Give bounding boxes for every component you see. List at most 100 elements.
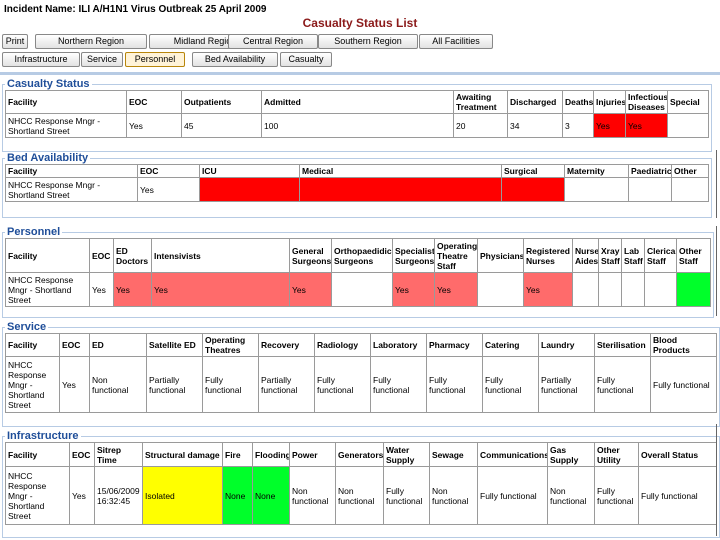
column-header: Outpatients (181, 90, 262, 114)
status-cell-red (199, 177, 300, 202)
table-cell: Non functional (429, 466, 478, 525)
column-header: Discharged (507, 90, 563, 114)
column-header: Physicians (477, 238, 524, 273)
table-cell: Fully functional (650, 356, 717, 413)
facility-cell: NHCC Response Mngr - Shortland Street (5, 113, 127, 138)
print-button[interactable]: Print (2, 34, 28, 49)
column-header: Communications (477, 442, 548, 467)
column-header: Recovery (258, 333, 315, 357)
column-header: Facility (5, 333, 60, 357)
column-header: Orthopaedidic Surgeons (331, 238, 393, 273)
table-cell (572, 272, 599, 307)
column-header: Fire (222, 442, 253, 467)
table-row[interactable]: NHCC Response Mngr - Shortland Street Ye… (5, 177, 709, 202)
table-cell (671, 177, 709, 202)
table-cell (628, 177, 672, 202)
column-header: Pharmacy (426, 333, 483, 357)
status-cell-red (501, 177, 565, 202)
table-cell: Yes (69, 466, 95, 525)
personnel-section: Personnel Facility EOC ED Doctors Intens… (2, 226, 714, 318)
table-cell: Fully functional (477, 466, 548, 525)
status-cell-pink: Yes (151, 272, 290, 307)
table-cell: Non functional (335, 466, 384, 525)
status-cell-pink: Yes (523, 272, 573, 307)
facility-cell: NHCC Response Mngr - Shortland Street (5, 356, 60, 413)
column-header: ED Doctors (113, 238, 152, 273)
casualty-button[interactable]: Casualty (280, 52, 332, 67)
bed-availability-section: Bed Availability Facility EOC ICU Medica… (2, 152, 712, 218)
column-header: Generators (335, 442, 384, 467)
table-header-row: Facility EOC Sitrep Time Structural dama… (5, 442, 717, 467)
table-cell: Fully functional (594, 356, 651, 413)
section-heading-casualty: Casualty Status (7, 78, 90, 90)
table-cell (667, 113, 709, 138)
table-header-row: Facility EOC ED Doctors Intensivists Gen… (5, 238, 711, 273)
table-cell (598, 272, 622, 307)
facility-cell: NHCC Response Mngr - Shortland Street (5, 177, 138, 202)
status-cell-green (676, 272, 711, 307)
all-facilities-button[interactable]: All Facilities (419, 34, 493, 49)
window-edge-line (716, 150, 717, 218)
table-header-row: Facility EOC Outpatients Admitted Awaiti… (5, 90, 709, 114)
table-cell: Partially functional (146, 356, 203, 413)
table-cell (644, 272, 677, 307)
table-cell (621, 272, 645, 307)
column-header: Medical (299, 164, 502, 178)
table-row[interactable]: NHCC Response Mngr - Shortland Street Ye… (5, 113, 709, 138)
infrastructure-button[interactable]: Infrastructure (2, 52, 80, 67)
column-header: Clerical Staff (644, 238, 677, 273)
facility-cell: NHCC Response Mngr - Shortland Street (5, 272, 90, 307)
table-row[interactable]: NHCC Response Mngr - Shortland Street Ye… (5, 272, 711, 307)
status-cell-pink: Yes (434, 272, 478, 307)
beds-table: Facility EOC ICU Medical Surgical Matern… (5, 164, 709, 202)
personnel-button[interactable]: Personnel (125, 52, 185, 67)
table-row[interactable]: NHCC Response Mngr - Shortland Street Ye… (5, 356, 717, 413)
column-header: Specialist Surgeons (392, 238, 435, 273)
column-header: Special (667, 90, 709, 114)
table-cell: Yes (89, 272, 114, 307)
table-cell (564, 177, 629, 202)
column-header: Laboratory (370, 333, 427, 357)
casualty-status-section: Casualty Status Facility EOC Outpatients… (2, 78, 712, 152)
status-cell-yellow: Isolated (142, 466, 223, 525)
column-header: Lab Staff (621, 238, 645, 273)
table-cell: Partially functional (538, 356, 595, 413)
sitrep-time-cell: 15/06/2009 16:32:45 (94, 466, 143, 525)
column-header: ED (89, 333, 147, 357)
status-cell-red: Yes (593, 113, 626, 138)
service-button[interactable]: Service (81, 52, 123, 67)
column-header: Xray Staff (598, 238, 622, 273)
section-heading-personnel: Personnel (7, 226, 61, 238)
bed-availability-button[interactable]: Bed Availability (192, 52, 278, 67)
column-header: EOC (59, 333, 90, 357)
northern-region-button[interactable]: Northern Region (35, 34, 147, 49)
service-table: Facility EOC ED Satellite ED Operating T… (5, 333, 717, 413)
infrastructure-section: Infrastructure Facility EOC Sitrep Time … (2, 430, 720, 538)
column-header: Infectious Diseases (625, 90, 668, 114)
central-region-button[interactable]: Central Region (228, 34, 318, 49)
status-cell-pink: Yes (113, 272, 152, 307)
table-row[interactable]: NHCC Response Mngr - Shortland Street Ye… (5, 466, 717, 525)
page-title: Casualty Status List (302, 16, 418, 30)
column-header: Facility (5, 442, 70, 467)
column-header: Structural damage (142, 442, 223, 467)
column-header: Flooding (252, 442, 290, 467)
table-cell: Fully functional (202, 356, 259, 413)
column-header: Admitted (261, 90, 454, 114)
section-heading-infrastructure: Infrastructure (7, 430, 79, 442)
southern-region-button[interactable]: Southern Region (318, 34, 418, 49)
facility-cell: NHCC Response Mngr - Shortland Street (5, 466, 70, 525)
infrastructure-table: Facility EOC Sitrep Time Structural dama… (5, 442, 717, 525)
table-cell: 34 (507, 113, 563, 138)
header-separator (0, 72, 720, 75)
column-header: Registered Nurses (523, 238, 573, 273)
personnel-table: Facility EOC ED Doctors Intensivists Gen… (5, 238, 711, 307)
table-cell: Yes (126, 113, 182, 138)
column-header: Radiology (314, 333, 371, 357)
column-header: Maternity (564, 164, 629, 178)
status-cell-red (299, 177, 502, 202)
table-cell: 20 (453, 113, 508, 138)
column-header: Laundry (538, 333, 595, 357)
column-header: Other Utility (594, 442, 639, 467)
service-section: Service Facility EOC ED Satellite ED Ope… (2, 321, 720, 427)
